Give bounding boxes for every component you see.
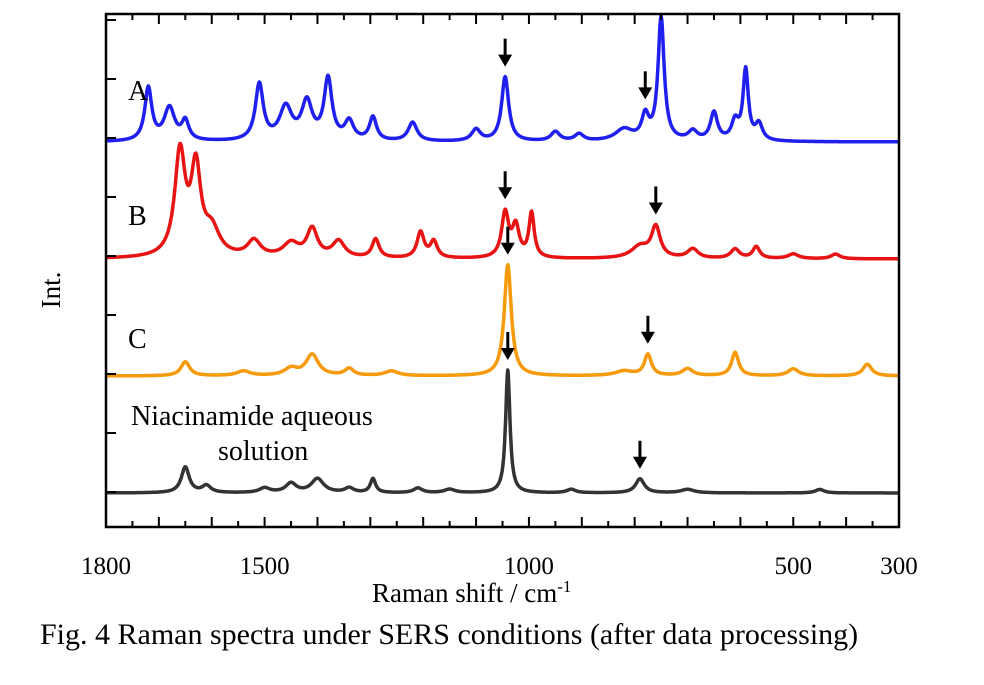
series-label-niacinamide-line1: Niacinamide aqueous [131,401,373,432]
peak-arrow-b-1045 [498,171,513,200]
series-label-b: B [128,201,147,232]
x-tick-label-1800: 1800 [81,553,131,580]
peak-arrows [498,38,663,469]
peak-arrow-c-775 [640,315,655,344]
series-line-a [104,14,901,144]
x-axis-label-exponent: -1 [557,577,571,596]
peak-arrow-niacinamide-aqueous-solution-1040 [500,331,515,360]
series-line-b [104,141,901,261]
x-axis-label: Raman shift / cm-1 [372,577,571,608]
figure-caption: Fig. 4 Raman spectra under SERS conditio… [40,618,859,651]
x-tick-label-300: 300 [880,553,918,580]
series-label-c: C [128,324,147,355]
series-label-a: A [128,76,149,107]
y-axis-ticks [106,19,116,493]
series-line-niacinamide-aqueous-solution [104,368,901,495]
peak-arrow-a-1045 [498,38,513,67]
y-axis-label: Int. [36,272,66,309]
peak-arrow-c-1040 [500,226,515,255]
x-axis-label-text: Raman shift / cm [372,578,557,608]
peak-arrow-a-780 [638,71,653,100]
spectra-traces [104,14,901,495]
peak-arrow-b-760 [648,186,663,215]
series-line-c [104,262,901,378]
x-tick-label-1500: 1500 [240,553,290,580]
x-tick-label-500: 500 [775,553,813,580]
x-tick-label-1000: 1000 [504,553,554,580]
series-label-niacinamide-line2: solution [218,436,308,467]
peak-arrow-niacinamide-aqueous-solution-790 [632,440,647,469]
x-axis-ticks: 1800 1500 1000 500 300 [81,14,918,580]
plot-frame [104,12,901,529]
